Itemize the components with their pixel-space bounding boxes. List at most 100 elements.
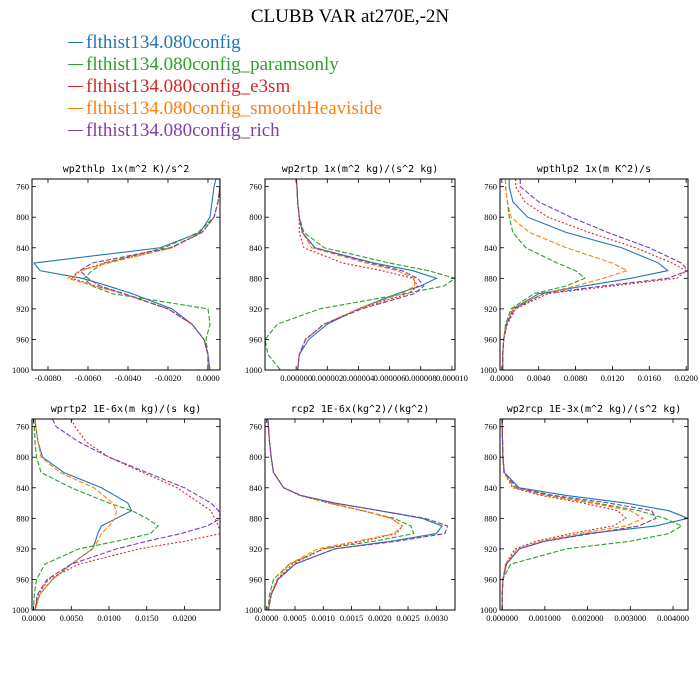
series-line (83, 179, 220, 370)
y-tick-label: 960 (16, 334, 29, 344)
y-tick-label: 920 (249, 544, 262, 554)
legend-label: flthist134.080config_smoothHeaviside (86, 98, 383, 119)
y-tick-label: 920 (484, 544, 497, 554)
plot-frame (31, 418, 221, 611)
y-tick-label: 920 (484, 304, 497, 314)
y-tick-label: 880 (249, 273, 262, 283)
figure-title: CLUBB VAR at270E,-2N (250, 6, 450, 27)
x-tick-label: 0.000000 (280, 373, 312, 383)
chart-panel: wp2rtp 1x(m^2 kg)/(s^2 kg) 760 800 840 880 92… (245, 164, 468, 383)
chart-panel: rcp2 1E-6x(kg^2)/(kg^2) 760 800 840 880 920 96… (245, 404, 456, 623)
series-line (79, 179, 220, 370)
series-line (267, 419, 404, 610)
plot-frame (264, 178, 456, 371)
legend-item: flthist134.080config_e3sm (68, 76, 382, 98)
panel-title: wp2rcp 1E-3x(m^2 kg)/(s^2 kg) (507, 404, 682, 415)
x-tick-label: 0.0020 (368, 613, 391, 623)
series-line (295, 179, 419, 370)
x-tick-label: 0.0120 (601, 373, 624, 383)
series-line (502, 179, 688, 370)
y-tick-label: 760 (16, 182, 29, 192)
x-tick-label: 0.0200 (674, 373, 697, 383)
x-tick-label: 0.0025 (396, 613, 419, 623)
legend-swatch (68, 108, 83, 110)
x-tick-label: 0.0150 (135, 613, 158, 623)
panel-title: wpthlp2 1x(m K^2)/s (537, 164, 651, 175)
x-tick-label: 0.004000 (657, 613, 689, 623)
legend-item: flthist134.080config (68, 32, 382, 54)
legend-label: flthist134.080config_rich (86, 120, 280, 141)
y-tick-label: 960 (484, 574, 497, 584)
series-line (265, 179, 455, 370)
series-line (32, 419, 159, 610)
x-tick-label: 0.000006 (374, 373, 406, 383)
panel-title: wprtp2 1E-6x(m kg)/(s kg) (51, 404, 202, 415)
plot-frame (499, 178, 689, 371)
chart-panel: wp2rcp 1E-3x(m^2 kg)/(s^2 kg) 760 800 840 88… (480, 404, 689, 623)
x-tick-label: 0.000010 (436, 373, 468, 383)
legend-swatch (68, 42, 83, 44)
plot-frame (499, 418, 689, 611)
y-tick-label: 880 (16, 513, 29, 523)
x-tick-label: -0.0080 (35, 373, 61, 383)
legend: flthist134.080config flthist134.080config… (68, 32, 382, 142)
y-tick-label: 800 (484, 452, 497, 462)
y-tick-label: 760 (249, 182, 262, 192)
panel-title: rcp2 1E-6x(kg^2)/(kg^2) (291, 404, 429, 415)
panel-title: wp2thlp 1x(m^2 K)/s^2 (63, 164, 189, 175)
series-line (501, 419, 657, 610)
x-tick-label: 0.0030 (425, 613, 448, 623)
y-tick-label: 840 (484, 483, 497, 493)
chart-panel: wp2thlp 1x(m^2 K)/s^2 760 800 840 880 920 960 1… (12, 164, 221, 383)
x-tick-label: 0.0000 (255, 613, 278, 623)
y-tick-label: 760 (484, 422, 497, 432)
x-tick-label: 0.0000 (196, 373, 219, 383)
legend-item: flthist134.080config_smoothHeaviside (68, 98, 382, 120)
y-tick-label: 840 (16, 243, 29, 253)
series-line (267, 419, 404, 610)
legend-swatch (68, 130, 83, 132)
y-tick-label: 800 (16, 212, 29, 222)
series-line (267, 419, 415, 610)
legend-item: flthist134.080config_paramsonly (68, 54, 382, 76)
y-tick-label: 1000 (480, 365, 497, 375)
y-tick-label: 920 (249, 304, 262, 314)
y-tick-label: 840 (484, 243, 497, 253)
y-tick-label: 840 (249, 243, 262, 253)
y-tick-label: 800 (249, 452, 262, 462)
y-tick-label: 960 (484, 334, 497, 344)
series-line (34, 419, 118, 610)
series-line (32, 179, 217, 370)
x-tick-label: 0.000000 (486, 613, 518, 623)
series-line (501, 419, 627, 610)
y-tick-label: 840 (249, 483, 262, 493)
y-tick-label: 920 (16, 544, 29, 554)
y-tick-label: 800 (484, 212, 497, 222)
series-line (34, 419, 220, 610)
x-tick-label: 0.0010 (312, 613, 335, 623)
panel-title: wp2rtp 1x(m^2 kg)/(s^2 kg) (282, 164, 439, 175)
legend-item: flthist134.080config_rich (68, 120, 382, 142)
x-tick-label: 0.000008 (405, 373, 437, 383)
chart-panel: wpthlp2 1x(m K^2)/s 760 800 840 880 920 960 100… (480, 164, 698, 383)
y-tick-label: 1000 (12, 605, 29, 615)
y-tick-label: 880 (249, 513, 262, 523)
x-tick-label: 0.0100 (97, 613, 120, 623)
y-tick-label: 1000 (12, 365, 29, 375)
legend-label: flthist134.080config (86, 32, 241, 53)
legend-label: flthist134.080config_e3sm (86, 76, 291, 97)
series-line (267, 419, 449, 610)
x-tick-label: 0.0040 (527, 373, 550, 383)
y-tick-label: 800 (16, 452, 29, 462)
x-tick-label: 0.0000 (22, 613, 45, 623)
x-tick-label: 0.002000 (572, 613, 604, 623)
y-tick-label: 880 (484, 273, 497, 283)
chart-panel: wprtp2 1E-6x(m kg)/(s kg) 760 800 840 880 920… (12, 404, 221, 623)
x-tick-label: 0.0200 (173, 613, 196, 623)
x-tick-label: 0.0000 (490, 373, 513, 383)
series-line (502, 179, 688, 370)
series-line (502, 179, 586, 370)
x-tick-label: 0.0160 (638, 373, 661, 383)
y-tick-label: 840 (16, 483, 29, 493)
